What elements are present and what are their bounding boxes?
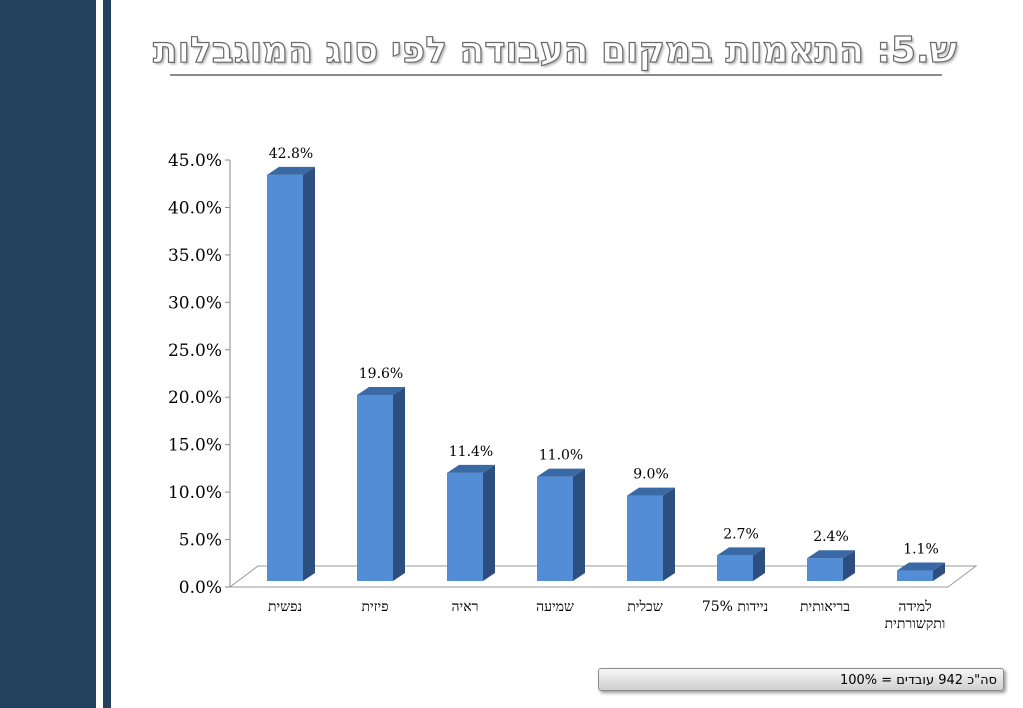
bar [717,555,753,581]
data-label: 2.7% [723,526,759,542]
y-tick-label: 45.0% [168,151,222,171]
bar-side [573,468,585,581]
y-tick-label: 10.0% [168,483,222,503]
data-label: 42.8% [269,146,313,162]
footer-note: סה"כ 942 עובדים = 100% [598,668,1004,691]
x-tick-label: שכלית [627,599,663,615]
data-label: 9.0% [633,467,669,483]
x-tick-label: למידה [898,599,931,615]
bar [447,472,483,581]
bar [537,476,573,581]
y-tick-label: 30.0% [168,293,222,313]
x-tick-label: ראיה [451,599,478,615]
chart-floor [228,565,978,588]
y-tick-label: 40.0% [168,198,222,218]
bar-side [483,464,495,581]
data-label: 1.1% [903,542,939,558]
data-label: 2.4% [813,529,849,545]
bar [357,395,393,581]
bar-side [843,550,855,581]
bar-side [303,166,315,581]
bar-side [933,562,945,581]
y-tick-label: 20.0% [168,388,222,408]
sidebar-stripe [103,0,111,708]
slide-title: ש.5: התאמות במקום העבודה לפי סוג המוגבלו… [152,29,957,71]
bar-top [267,166,315,175]
bar-side [753,547,765,581]
bar-side [663,487,675,581]
y-tick-label: 5.0% [179,531,222,551]
sidebar-panel [0,0,96,708]
data-label: 19.6% [359,366,403,382]
bar-top [537,468,585,477]
y-tick-label: 25.0% [168,341,222,361]
y-tick-label: 35.0% [168,246,222,266]
bar [807,558,843,581]
x-tick-label: בריאותית [800,599,850,615]
data-label: 11.0% [539,448,583,464]
bar-top [897,562,945,571]
y-tick-label: 0.0% [179,578,222,598]
bar [627,495,663,581]
y-tick-label: 15.0% [168,436,222,456]
bar-top [807,550,855,559]
bar-top [627,487,675,496]
x-tick-label: נפשית [268,599,302,615]
x-tick-label: שמיעה [536,599,574,615]
bar-top [447,464,495,473]
bar-top [717,547,765,556]
x-tick-label: ותקשורתית [885,616,946,632]
bar-chart: 0.0% 5.0% 10.0% 15.0% 20.0% 25.0% 30.0% 35.0% 40… [168,146,978,632]
bar [897,570,933,581]
data-label: 11.4% [449,444,493,460]
x-tick-label: ניידות 75% [702,599,768,615]
bar-side [393,387,405,581]
bar-top [357,387,405,396]
title-underline [170,74,942,76]
x-tick-label: פיזית [361,599,388,615]
bar [267,174,303,581]
